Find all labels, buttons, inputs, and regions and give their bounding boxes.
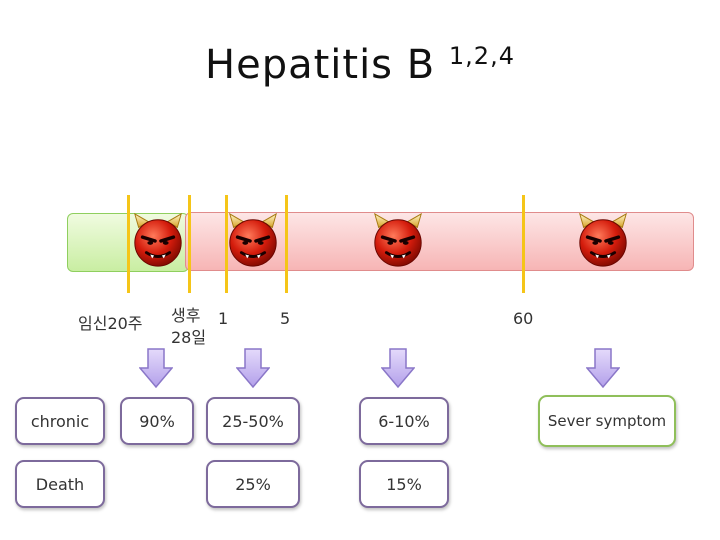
death-value-25: 25%: [206, 460, 300, 508]
chronic-value-90: 90%: [120, 397, 194, 445]
label-age-5: 5: [280, 309, 291, 328]
row-label-death: Death: [15, 460, 105, 508]
down-arrow-icon: [586, 348, 620, 388]
title-superscript: 1,2,4: [448, 42, 515, 70]
chronic-value-6-10: 6-10%: [359, 397, 449, 445]
death-value-15: 15%: [359, 460, 449, 508]
label-day28-line2: 28일: [171, 328, 207, 347]
down-arrow-icon: [381, 348, 415, 388]
marker-line-60: [522, 195, 525, 293]
marker-line-1: [225, 195, 228, 293]
marker-line-day28: [188, 195, 191, 293]
label-week20: 임신20주: [78, 314, 143, 333]
chronic-value-25-50: 25-50%: [206, 397, 300, 445]
marker-line-5: [285, 195, 288, 293]
label-day28-line1: 생후: [171, 306, 201, 325]
devil-icon: [129, 212, 187, 270]
marker-line-week20: [127, 195, 130, 293]
devil-icon: [574, 212, 632, 270]
severe-symptom-box: Sever symptom: [538, 395, 676, 447]
label-age-60: 60: [513, 309, 534, 328]
row-label-chronic: chronic: [15, 397, 105, 445]
down-arrow-icon: [139, 348, 173, 388]
down-arrow-icon: [236, 348, 270, 388]
devil-icon: [224, 212, 282, 270]
label-age-1: 1: [218, 309, 229, 328]
page-title: Hepatitis B 1,2,4: [205, 42, 515, 88]
devil-icon: [369, 212, 427, 270]
